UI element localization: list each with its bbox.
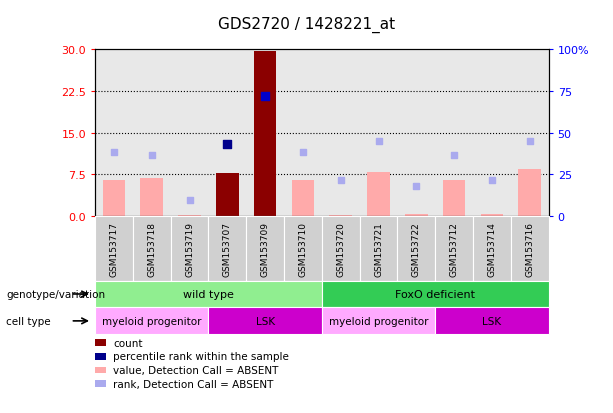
Point: [298, 150, 308, 156]
Text: percentile rank within the sample: percentile rank within the sample: [113, 351, 289, 361]
Bar: [481, 215, 503, 217]
Bar: [443, 180, 465, 217]
Bar: [367, 172, 390, 217]
Text: GSM153722: GSM153722: [412, 221, 421, 276]
Text: cell type: cell type: [6, 316, 51, 326]
Text: FoxO deficient: FoxO deficient: [395, 289, 475, 299]
Bar: [405, 214, 428, 217]
Text: GSM153714: GSM153714: [487, 221, 497, 276]
Point: [109, 150, 119, 156]
Point: [487, 177, 497, 184]
Text: GSM153712: GSM153712: [449, 221, 459, 276]
Text: rank, Detection Call = ABSENT: rank, Detection Call = ABSENT: [113, 379, 274, 389]
Text: GSM153721: GSM153721: [374, 221, 383, 276]
Bar: [178, 216, 201, 217]
Point: [147, 152, 156, 159]
Text: GSM153717: GSM153717: [109, 221, 118, 276]
Text: GSM153707: GSM153707: [223, 221, 232, 276]
Text: value, Detection Call = ABSENT: value, Detection Call = ABSENT: [113, 365, 279, 375]
Point: [223, 141, 232, 148]
Text: GDS2720 / 1428221_at: GDS2720 / 1428221_at: [218, 17, 395, 33]
Point: [336, 177, 346, 184]
Text: count: count: [113, 338, 143, 348]
Point: [373, 138, 384, 145]
Bar: [140, 179, 163, 217]
Bar: [329, 215, 352, 217]
Bar: [216, 173, 238, 217]
Text: GSM153718: GSM153718: [147, 221, 156, 276]
Point: [185, 197, 194, 204]
Bar: [519, 169, 541, 217]
Text: LSK: LSK: [482, 316, 501, 326]
Bar: [292, 180, 314, 217]
Bar: [102, 180, 125, 217]
Text: LSK: LSK: [256, 316, 275, 326]
Text: genotype/variation: genotype/variation: [6, 289, 105, 299]
Text: GSM153720: GSM153720: [336, 221, 345, 276]
Bar: [254, 52, 276, 217]
Point: [525, 138, 535, 145]
Text: GSM153710: GSM153710: [299, 221, 308, 276]
Text: GSM153709: GSM153709: [261, 221, 270, 276]
Text: myeloid progenitor: myeloid progenitor: [329, 316, 428, 326]
Point: [411, 183, 421, 190]
Text: wild type: wild type: [183, 289, 234, 299]
Point: [449, 152, 459, 159]
Text: GSM153719: GSM153719: [185, 221, 194, 276]
Point: [260, 94, 270, 100]
Text: myeloid progenitor: myeloid progenitor: [102, 316, 202, 326]
Text: GSM153716: GSM153716: [525, 221, 535, 276]
